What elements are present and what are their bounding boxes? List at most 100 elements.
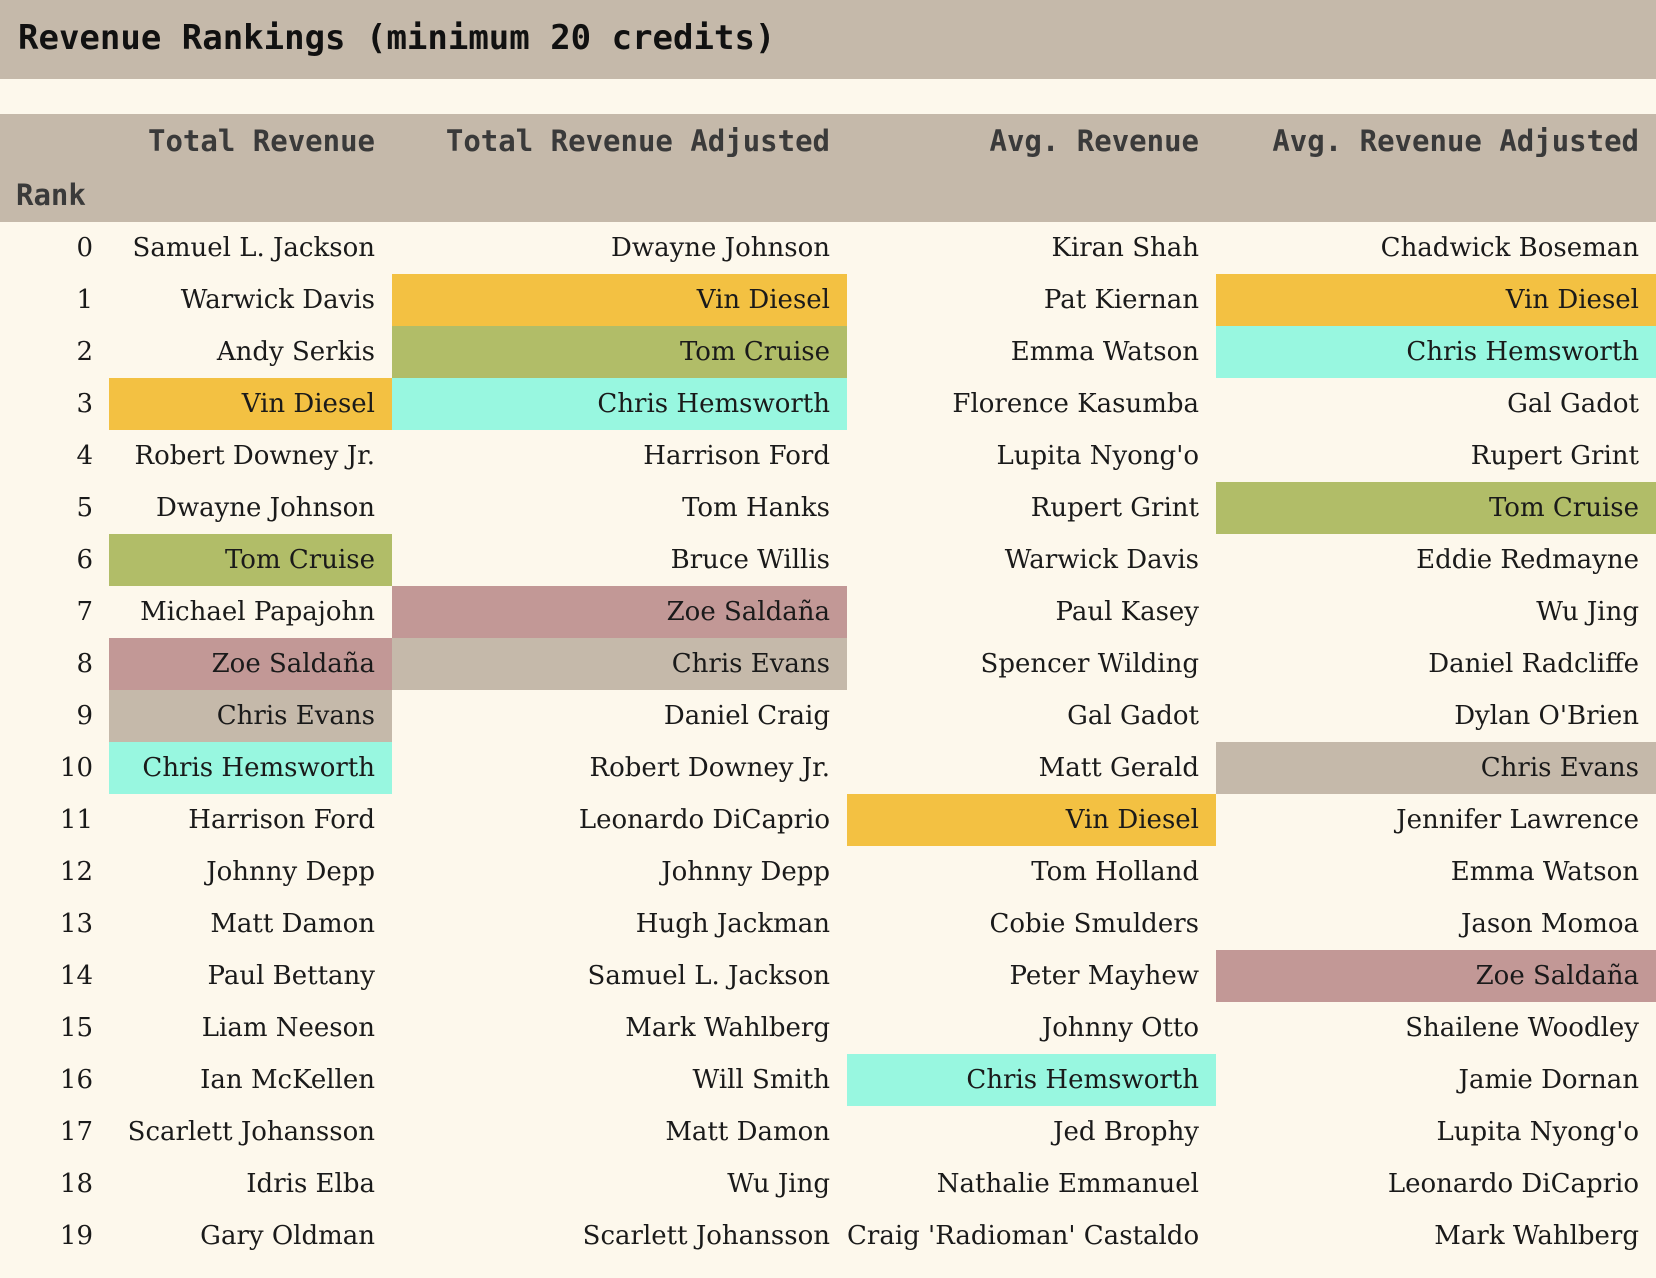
actor-cell: Rupert Grint [1030, 493, 1199, 523]
table-row: 12 Johnny Depp Johnny Depp Tom Holland Emma … [0, 846, 1656, 898]
rank-cell: 11 [59, 805, 93, 835]
table-row: 5 Dwayne Johnson Tom Hanks Rupert Grint Tom … [0, 482, 1656, 534]
blank-header-cell [109, 168, 392, 222]
actor-cell: Gal Gadot [1067, 701, 1199, 731]
rank-cell: 13 [59, 909, 93, 939]
actor-cell: Dwayne Johnson [156, 493, 375, 523]
actor-cell: Scarlett Johansson [582, 1221, 830, 1251]
column-header-row: Total Revenue Total Revenue Adjusted Avg… [0, 114, 1656, 168]
actor-cell: Leonardo DiCaprio [1387, 1169, 1639, 1199]
rank-cell: 8 [76, 649, 93, 679]
table-row: 14 Paul Bettany Samuel L. Jackson Peter May… [0, 950, 1656, 1002]
actor-cell: Gary Oldman [200, 1221, 375, 1251]
actor-cell: Chris Evans [1216, 742, 1656, 794]
title-bar: Revenue Rankings (minimum 20 credits) [0, 0, 1656, 79]
rank-cell: 15 [59, 1013, 93, 1043]
actor-cell: Peter Mayhew [1009, 961, 1199, 991]
actor-cell: Nathalie Emmanuel [936, 1169, 1199, 1199]
actor-cell: Emma Watson [1010, 337, 1199, 367]
actor-cell: Jason Momoa [1460, 909, 1639, 939]
rank-cell: 0 [76, 233, 93, 263]
actor-cell: Craig 'Radioman' Castaldo [847, 1221, 1200, 1251]
actor-cell: Pat Kiernan [1043, 285, 1199, 315]
page-title: Revenue Rankings (minimum 20 credits) [18, 18, 776, 58]
actor-cell: Hugh Jackman [635, 909, 830, 939]
actor-cell: Will Smith [692, 1065, 830, 1095]
header-total-revenue: Total Revenue [109, 114, 392, 168]
header-total-revenue-adjusted: Total Revenue Adjusted [392, 114, 847, 168]
blank-header-cell [1216, 168, 1656, 222]
actor-cell: Tom Cruise [392, 326, 847, 378]
actor-cell: Vin Diesel [392, 274, 847, 326]
table-row: 10 Chris Hemsworth Robert Downey Jr. Matt G… [0, 742, 1656, 794]
actor-cell: Liam Neeson [201, 1013, 375, 1043]
actor-cell: Tom Holland [1031, 857, 1199, 887]
rank-cell: 17 [59, 1117, 93, 1147]
actor-cell: Warwick Davis [1004, 545, 1199, 575]
rank-cell: 4 [76, 441, 93, 471]
rank-cell: 12 [59, 857, 93, 887]
actor-cell: Cobie Smulders [989, 909, 1200, 939]
actor-cell: Chris Hemsworth [109, 742, 392, 794]
actor-cell: Vin Diesel [1216, 274, 1656, 326]
actor-cell: Vin Diesel [847, 794, 1216, 846]
actor-cell: Emma Watson [1450, 857, 1639, 887]
actor-cell: Matt Gerald [1038, 753, 1199, 783]
header-avg-revenue: Avg. Revenue [847, 114, 1216, 168]
actor-cell: Scarlett Johansson [127, 1117, 375, 1147]
actor-cell: Paul Kasey [1055, 597, 1200, 627]
actor-cell: Tom Cruise [1216, 482, 1656, 534]
actor-cell: Lupita Nyong'o [996, 441, 1199, 471]
actor-cell: Johnny Depp [206, 857, 375, 887]
actor-cell: Chris Evans [392, 638, 847, 690]
actor-cell: Ian McKellen [200, 1065, 375, 1095]
actor-cell: Jamie Dornan [1458, 1065, 1639, 1095]
actor-cell: Paul Bettany [207, 961, 375, 991]
rankings-table: Total Revenue Total Revenue Adjusted Avg… [0, 114, 1656, 1262]
actor-cell: Zoe Saldaña [392, 586, 847, 638]
actor-cell: Wu Jing [727, 1169, 830, 1199]
actor-cell: Rupert Grint [1470, 441, 1639, 471]
table-row: 4 Robert Downey Jr. Harrison Ford Lupita Ny… [0, 430, 1656, 482]
table-row: 16 Ian McKellen Will Smith Chris Hemsworth J… [0, 1054, 1656, 1106]
actor-cell: Matt Damon [210, 909, 375, 939]
blank-header-cell [392, 168, 847, 222]
rank-cell: 3 [76, 389, 93, 419]
rank-cell: 18 [59, 1169, 93, 1199]
actor-cell: Robert Downey Jr. [134, 441, 376, 471]
table-header: Total Revenue Total Revenue Adjusted Avg… [0, 114, 1656, 222]
actor-cell: Chris Evans [109, 690, 392, 742]
table-row: 3 Vin Diesel Chris Hemsworth Florence Kasum… [0, 378, 1656, 430]
actor-cell: Leonardo DiCaprio [578, 805, 830, 835]
actor-cell: Michael Papajohn [140, 597, 375, 627]
table-row: 15 Liam Neeson Mark Wahlberg Johnny Otto Sha… [0, 1002, 1656, 1054]
table-row: 17 Scarlett Johansson Matt Damon Jed Brophy… [0, 1106, 1656, 1158]
header-avg-revenue-adjusted: Avg. Revenue Adjusted [1216, 114, 1656, 168]
table-row: 11 Harrison Ford Leonardo DiCaprio Vin Dies… [0, 794, 1656, 846]
rank-cell: 14 [59, 961, 93, 991]
actor-cell: Daniel Craig [663, 701, 830, 731]
actor-cell: Vin Diesel [109, 378, 392, 430]
actor-cell: Lupita Nyong'o [1436, 1117, 1639, 1147]
actor-cell: Zoe Saldaña [1216, 950, 1656, 1002]
rank-cell: 9 [76, 701, 93, 731]
actor-cell: Mark Wahlberg [625, 1013, 830, 1043]
blank-header-cell [0, 114, 109, 168]
index-header-row: Rank [0, 168, 1656, 222]
rank-cell: 19 [59, 1221, 93, 1251]
actor-cell: Bruce Willis [670, 545, 830, 575]
actor-cell: Dylan O'Brien [1454, 701, 1639, 731]
actor-cell: Johnny Depp [661, 857, 830, 887]
actor-cell: Tom Hanks [682, 493, 830, 523]
table-row: 13 Matt Damon Hugh Jackman Cobie Smulders Ja… [0, 898, 1656, 950]
actor-cell: Dwayne Johnson [611, 233, 830, 263]
actor-cell: Jennifer Lawrence [1396, 805, 1639, 835]
table-row: 2 Andy Serkis Tom Cruise Emma Watson Chris H… [0, 326, 1656, 378]
actor-cell: Daniel Radcliffe [1428, 649, 1639, 679]
actor-cell: Tom Cruise [109, 534, 392, 586]
table-row: 18 Idris Elba Wu Jing Nathalie Emmanuel Leon… [0, 1158, 1656, 1210]
actor-cell: Shailene Woodley [1405, 1013, 1639, 1043]
rank-cell: 7 [76, 597, 93, 627]
actor-cell: Wu Jing [1536, 597, 1639, 627]
actor-cell: Kiran Shah [1051, 233, 1199, 263]
